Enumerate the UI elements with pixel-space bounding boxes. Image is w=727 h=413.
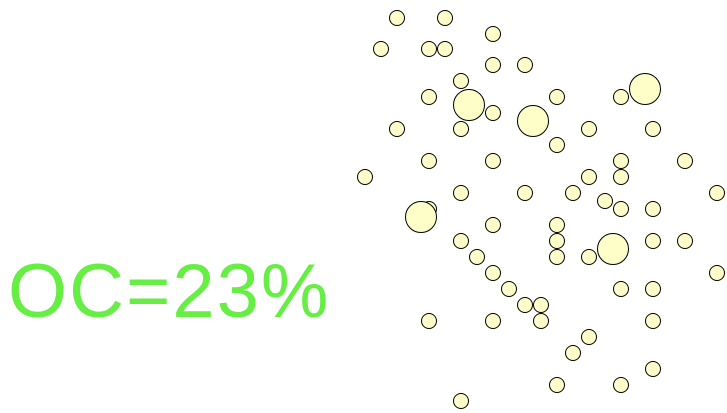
small-dot — [613, 201, 629, 217]
small-dot — [613, 377, 629, 393]
small-dot — [549, 233, 565, 249]
small-dot — [421, 89, 437, 105]
small-dot — [565, 185, 581, 201]
large-dot — [597, 233, 629, 265]
small-dot — [709, 265, 725, 281]
small-dot — [533, 313, 549, 329]
small-dot — [581, 169, 597, 185]
small-dot — [581, 121, 597, 137]
small-dot — [437, 10, 453, 26]
small-dot — [421, 41, 437, 57]
small-dot — [645, 233, 661, 249]
small-dot — [485, 313, 501, 329]
small-dot — [645, 313, 661, 329]
small-dot — [437, 41, 453, 57]
small-dot — [485, 57, 501, 73]
small-dot — [613, 153, 629, 169]
small-dot — [517, 185, 533, 201]
small-dot — [565, 345, 581, 361]
small-dot — [357, 169, 373, 185]
large-dot — [517, 105, 549, 137]
small-dot — [389, 10, 405, 26]
small-dot — [453, 121, 469, 137]
small-dot — [485, 217, 501, 233]
small-dot — [645, 281, 661, 297]
small-dot — [485, 265, 501, 281]
small-dot — [501, 281, 517, 297]
small-dot — [485, 26, 501, 42]
small-dot — [549, 249, 565, 265]
small-dot — [373, 41, 389, 57]
small-dot — [645, 121, 661, 137]
small-dot — [453, 233, 469, 249]
small-dot — [581, 329, 597, 345]
small-dot — [533, 297, 549, 313]
small-dot — [709, 185, 725, 201]
oc-percentage-label: OC=23% — [8, 249, 331, 334]
small-dot — [485, 153, 501, 169]
small-dot — [549, 217, 565, 233]
small-dot — [421, 153, 437, 169]
small-dot — [613, 169, 629, 185]
small-dot — [549, 89, 565, 105]
large-dot — [453, 89, 485, 121]
small-dot — [677, 153, 693, 169]
small-dot — [581, 249, 597, 265]
small-dot — [453, 185, 469, 201]
large-dot — [629, 73, 661, 105]
small-dot — [389, 121, 405, 137]
small-dot — [613, 281, 629, 297]
small-dot — [549, 137, 565, 153]
small-dot — [469, 249, 485, 265]
small-dot — [613, 89, 629, 105]
small-dot — [645, 361, 661, 377]
small-dot — [517, 297, 533, 313]
small-dot — [677, 233, 693, 249]
small-dot — [645, 201, 661, 217]
small-dot — [549, 377, 565, 393]
small-dot — [453, 73, 469, 89]
small-dot — [485, 105, 501, 121]
small-dot — [597, 193, 613, 209]
large-dot — [405, 201, 437, 233]
small-dot — [421, 313, 437, 329]
small-dot — [517, 57, 533, 73]
small-dot — [453, 393, 469, 409]
